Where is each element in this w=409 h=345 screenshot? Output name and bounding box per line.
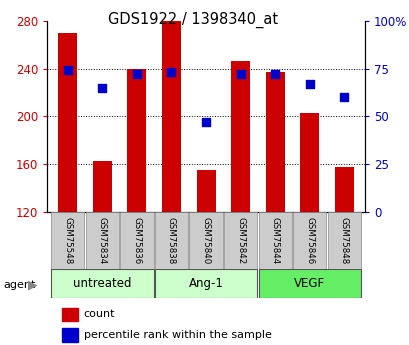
Bar xyxy=(299,113,318,212)
Point xyxy=(237,71,243,77)
Bar xyxy=(85,212,119,269)
Bar xyxy=(51,269,153,298)
Text: GSM75838: GSM75838 xyxy=(166,217,175,264)
Bar xyxy=(62,308,78,321)
Bar xyxy=(58,33,77,212)
Bar xyxy=(265,72,284,212)
Bar xyxy=(223,212,256,269)
Point xyxy=(99,85,106,90)
Bar xyxy=(155,269,256,298)
Text: count: count xyxy=(83,309,115,319)
Bar xyxy=(127,69,146,212)
Text: agent: agent xyxy=(3,280,36,289)
Text: GDS1922 / 1398340_at: GDS1922 / 1398340_at xyxy=(108,12,277,28)
Bar xyxy=(258,269,360,298)
Bar xyxy=(51,212,84,269)
Text: VEGF: VEGF xyxy=(293,277,324,290)
Point xyxy=(168,70,174,75)
Text: ▶: ▶ xyxy=(28,278,37,291)
Point xyxy=(65,68,71,73)
Point xyxy=(271,71,278,77)
Text: GSM75844: GSM75844 xyxy=(270,217,279,264)
Text: GSM75834: GSM75834 xyxy=(98,217,107,264)
Bar xyxy=(189,212,222,269)
Point xyxy=(340,95,346,100)
Bar xyxy=(93,161,112,212)
Bar xyxy=(62,328,78,342)
Bar xyxy=(162,21,180,212)
Text: GSM75548: GSM75548 xyxy=(63,217,72,264)
Bar xyxy=(120,212,153,269)
Text: percentile rank within the sample: percentile rank within the sample xyxy=(83,330,271,340)
Text: untreated: untreated xyxy=(73,277,131,290)
Text: GSM75840: GSM75840 xyxy=(201,217,210,264)
Bar xyxy=(231,61,249,212)
Bar xyxy=(334,167,353,212)
Bar xyxy=(258,212,291,269)
Text: GSM75842: GSM75842 xyxy=(236,217,245,264)
Bar xyxy=(292,212,326,269)
Text: GSM75836: GSM75836 xyxy=(132,217,141,264)
Point xyxy=(202,119,209,125)
Bar xyxy=(155,212,188,269)
Point xyxy=(306,81,312,87)
Bar xyxy=(196,170,215,212)
Text: Ang-1: Ang-1 xyxy=(188,277,223,290)
Text: GSM75846: GSM75846 xyxy=(304,217,313,264)
Text: GSM75848: GSM75848 xyxy=(339,217,348,264)
Bar xyxy=(327,212,360,269)
Point xyxy=(133,71,140,77)
